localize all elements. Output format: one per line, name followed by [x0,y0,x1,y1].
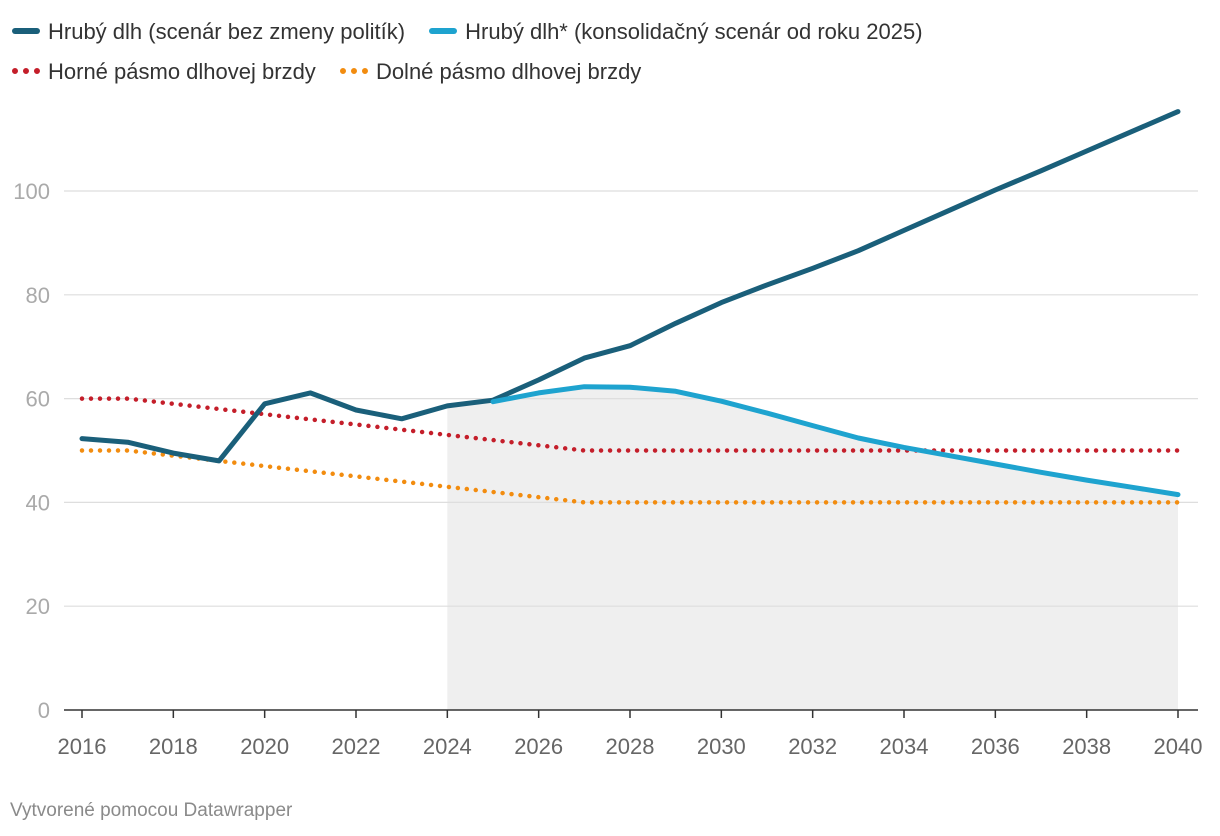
legend-label-lower-band: Dolné pásmo dlhovej brzdy [375,59,642,84]
legend-label-consolidation: Hrubý dlh* (konsolidačný scenár od roku … [465,19,923,44]
shaded-area [447,386,1178,710]
legend-swatch-gross-debt [12,28,40,35]
legend-label-upper-band: Horné pásmo dlhovej brzdy [48,59,316,84]
legend-item-lower-band: Dolné pásmo dlhovej brzdy [339,52,642,92]
legend-label-gross-debt: Hrubý dlh (scenár bez zmeny politík) [48,19,406,44]
x-tick-label-2016: 2016 [58,734,107,759]
line-gross-debt [79,109,1181,464]
x-tick-label-2018: 2018 [149,734,198,759]
legend-item-gross-debt: Hrubý dlh (scenár bez zmeny politík) [12,12,405,52]
y-tick-label-60: 60 [26,387,50,412]
chart-legend: Hrubý dlh (scenár bez zmeny politík) Hru… [12,12,1208,92]
x-tick-label-2040: 2040 [1154,734,1203,759]
y-gridlines [64,190,1198,607]
x-tick-label-2032: 2032 [788,734,837,759]
line-lower-band [79,448,1181,505]
y-tick-label-80: 80 [26,283,50,308]
projection-shaded-region [447,386,1178,710]
x-tick-label-2034: 2034 [880,734,929,759]
legend-swatch-upper-band [12,68,40,75]
chart-series [79,109,1181,505]
line-upper-band [79,396,1181,453]
x-tick-label-2030: 2030 [697,734,746,759]
x-axis: 2016 2018 2020 2022 2024 2026 2028 2030 2032 2034… [58,709,1203,759]
y-tick-label-0: 0 [38,698,50,723]
x-tick-label-2024: 2024 [423,734,472,759]
y-tick-label-100: 100 [13,179,50,204]
x-tick-label-2020: 2020 [240,734,289,759]
legend-swatch-lower-band [339,68,368,75]
y-axis-tick-labels: 0 20 40 60 80 100 [13,179,50,723]
legend-swatch-consolidation [429,28,458,35]
footer-credit: Vytvorené pomocou Datawrapper [10,800,293,821]
y-tick-label-20: 20 [26,594,50,619]
x-tick-label-2036: 2036 [971,734,1020,759]
x-tick-label-2028: 2028 [606,734,655,759]
y-tick-label-40: 40 [26,490,50,515]
legend-item-upper-band: Horné pásmo dlhovej brzdy [12,52,316,92]
legend-item-consolidation: Hrubý dlh* (konsolidačný scenár od roku … [429,12,923,52]
x-tick-label-2022: 2022 [332,734,381,759]
line-consolidation [490,384,1181,498]
x-tick-label-2026: 2026 [514,734,563,759]
x-tick-label-2038: 2038 [1062,734,1111,759]
